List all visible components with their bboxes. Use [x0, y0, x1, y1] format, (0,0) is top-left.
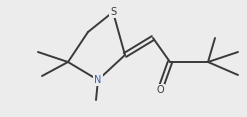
Text: S: S — [110, 7, 116, 17]
Text: N: N — [94, 75, 102, 85]
Text: O: O — [156, 85, 164, 95]
